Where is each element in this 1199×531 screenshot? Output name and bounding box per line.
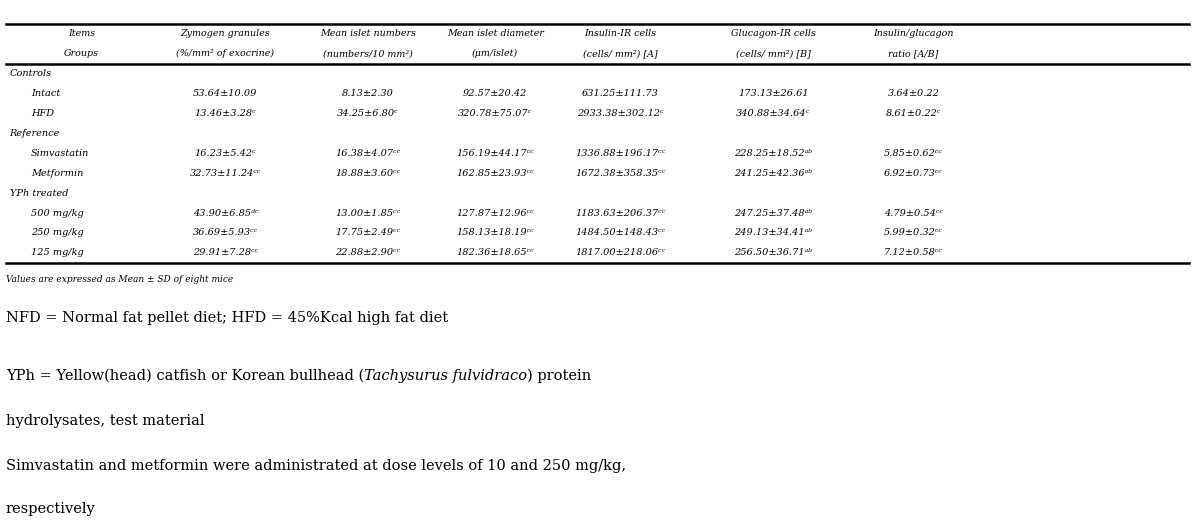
Text: Intact: Intact: [31, 89, 60, 98]
Text: 162.85±23.93ᶜᶜ: 162.85±23.93ᶜᶜ: [457, 169, 534, 178]
Text: 1183.63±206.37ᶜᶜ: 1183.63±206.37ᶜᶜ: [574, 209, 665, 218]
Text: 18.88±3.60ᶜᶜ: 18.88±3.60ᶜᶜ: [336, 169, 400, 178]
Text: Controls: Controls: [10, 69, 52, 78]
Text: 1484.50±148.43ᶜᶜ: 1484.50±148.43ᶜᶜ: [574, 228, 665, 237]
Text: 29.91±7.28ᶜᶜ: 29.91±7.28ᶜᶜ: [193, 249, 258, 258]
Text: 34.25±6.80ᶜ: 34.25±6.80ᶜ: [337, 109, 399, 118]
Text: (%/mm² of exocrine): (%/mm² of exocrine): [176, 49, 275, 58]
Text: 13.00±1.85ᶜᶜ: 13.00±1.85ᶜᶜ: [336, 209, 400, 218]
Text: Groups: Groups: [64, 49, 100, 58]
Text: 32.73±11.24ᶜᶜ: 32.73±11.24ᶜᶜ: [189, 169, 261, 178]
Text: 182.36±18.65ᶜᶜ: 182.36±18.65ᶜᶜ: [457, 249, 534, 258]
Text: 247.25±37.48ᵃᵇ: 247.25±37.48ᵃᵇ: [734, 209, 813, 218]
Text: Zymogen granules: Zymogen granules: [181, 29, 270, 38]
Text: NFD = Normal fat pellet diet; HFD = 45%Kcal high fat diet: NFD = Normal fat pellet diet; HFD = 45%K…: [6, 311, 448, 324]
Text: 256.50±36.71ᵃᵇ: 256.50±36.71ᵃᵇ: [734, 249, 813, 258]
Text: Glucagon-IR cells: Glucagon-IR cells: [731, 29, 815, 38]
Text: Values are expressed as Mean ± SD of eight mice: Values are expressed as Mean ± SD of eig…: [6, 275, 234, 284]
Text: 249.13±34.41ᵃᵇ: 249.13±34.41ᵃᵇ: [734, 228, 813, 237]
Text: 631.25±111.73: 631.25±111.73: [582, 89, 658, 98]
Text: YPh = Yellow(head) catfish or Korean bullhead (: YPh = Yellow(head) catfish or Korean bul…: [6, 369, 364, 383]
Text: 250 mg/kg: 250 mg/kg: [31, 228, 84, 237]
Text: 2933.38±302.12ᶜ: 2933.38±302.12ᶜ: [577, 109, 663, 118]
Text: Insulin/glucagon: Insulin/glucagon: [873, 29, 954, 38]
Text: respectively: respectively: [6, 502, 96, 516]
Text: Reference: Reference: [10, 129, 60, 138]
Text: Tachysurus fulvidraco: Tachysurus fulvidraco: [364, 369, 528, 383]
Text: 5.85±0.62ᶜᶜ: 5.85±0.62ᶜᶜ: [884, 149, 944, 158]
Text: 1817.00±218.06ᶜᶜ: 1817.00±218.06ᶜᶜ: [574, 249, 665, 258]
Text: (cells/ mm²) [A]: (cells/ mm²) [A]: [583, 49, 657, 58]
Text: ratio [A/B]: ratio [A/B]: [888, 49, 939, 58]
Text: 156.19±44.17ᶜᶜ: 156.19±44.17ᶜᶜ: [457, 149, 534, 158]
Text: Insulin-IR cells: Insulin-IR cells: [584, 29, 656, 38]
Text: Simvastatin and metformin were administrated at dose levels of 10 and 250 mg/kg,: Simvastatin and metformin were administr…: [6, 459, 626, 473]
Text: Metformin: Metformin: [31, 169, 84, 178]
Text: Simvastatin: Simvastatin: [31, 149, 90, 158]
Text: 16.23±5.42ᶜ: 16.23±5.42ᶜ: [194, 149, 257, 158]
Text: 340.88±34.64ᶜ: 340.88±34.64ᶜ: [736, 109, 811, 118]
Text: 43.90±6.85ᵈᶜ: 43.90±6.85ᵈᶜ: [193, 209, 258, 218]
Text: 53.64±10.09: 53.64±10.09: [193, 89, 258, 98]
Text: 127.87±12.96ᶜᶜ: 127.87±12.96ᶜᶜ: [457, 209, 534, 218]
Text: 1672.38±358.35ᶜᶜ: 1672.38±358.35ᶜᶜ: [574, 169, 665, 178]
Text: 241.25±42.36ᵃᵇ: 241.25±42.36ᵃᵇ: [734, 169, 813, 178]
Text: (numbers/10 mm²): (numbers/10 mm²): [324, 49, 412, 58]
Text: 158.13±18.19ᶜᶜ: 158.13±18.19ᶜᶜ: [457, 228, 534, 237]
Text: (cells/ mm²) [B]: (cells/ mm²) [B]: [736, 49, 811, 58]
Text: 8.13±2.30: 8.13±2.30: [342, 89, 394, 98]
Text: 228.25±18.52ᵃᵇ: 228.25±18.52ᵃᵇ: [734, 149, 813, 158]
Text: 7.12±0.58ᶜᶜ: 7.12±0.58ᶜᶜ: [884, 249, 944, 258]
Text: Mean islet diameter: Mean islet diameter: [447, 29, 543, 38]
Text: 173.13±26.61: 173.13±26.61: [739, 89, 808, 98]
Text: 13.46±3.28ᶜ: 13.46±3.28ᶜ: [194, 109, 257, 118]
Text: 1336.88±196.17ᶜᶜ: 1336.88±196.17ᶜᶜ: [574, 149, 665, 158]
Text: 92.57±20.42: 92.57±20.42: [463, 89, 528, 98]
Text: (μm/islet): (μm/islet): [472, 49, 518, 58]
Text: 3.64±0.22: 3.64±0.22: [887, 89, 940, 98]
Text: 36.69±5.93ᶜᶜ: 36.69±5.93ᶜᶜ: [193, 228, 258, 237]
Text: 5.99±0.32ᶜᶜ: 5.99±0.32ᶜᶜ: [884, 228, 944, 237]
Text: 320.78±75.07ᶜ: 320.78±75.07ᶜ: [458, 109, 532, 118]
Text: 17.75±2.49ᶜᶜ: 17.75±2.49ᶜᶜ: [336, 228, 400, 237]
Text: 22.88±2.90ᶜᶜ: 22.88±2.90ᶜᶜ: [336, 249, 400, 258]
Text: 8.61±0.22ᶜ: 8.61±0.22ᶜ: [886, 109, 941, 118]
Text: ) protein: ) protein: [528, 369, 591, 383]
Text: HFD: HFD: [31, 109, 54, 118]
Text: 4.79±0.54ᶜᶜ: 4.79±0.54ᶜᶜ: [884, 209, 944, 218]
Text: 500 mg/kg: 500 mg/kg: [31, 209, 84, 218]
Text: 6.92±0.73ᶜᶜ: 6.92±0.73ᶜᶜ: [884, 169, 944, 178]
Text: YPh treated: YPh treated: [10, 189, 68, 198]
Text: hydrolysates, test material: hydrolysates, test material: [6, 414, 205, 428]
Text: Items: Items: [68, 29, 95, 38]
Text: 125 mg/kg: 125 mg/kg: [31, 249, 84, 258]
Text: Mean islet numbers: Mean islet numbers: [320, 29, 416, 38]
Text: 16.38±4.07ᶜᶜ: 16.38±4.07ᶜᶜ: [336, 149, 400, 158]
